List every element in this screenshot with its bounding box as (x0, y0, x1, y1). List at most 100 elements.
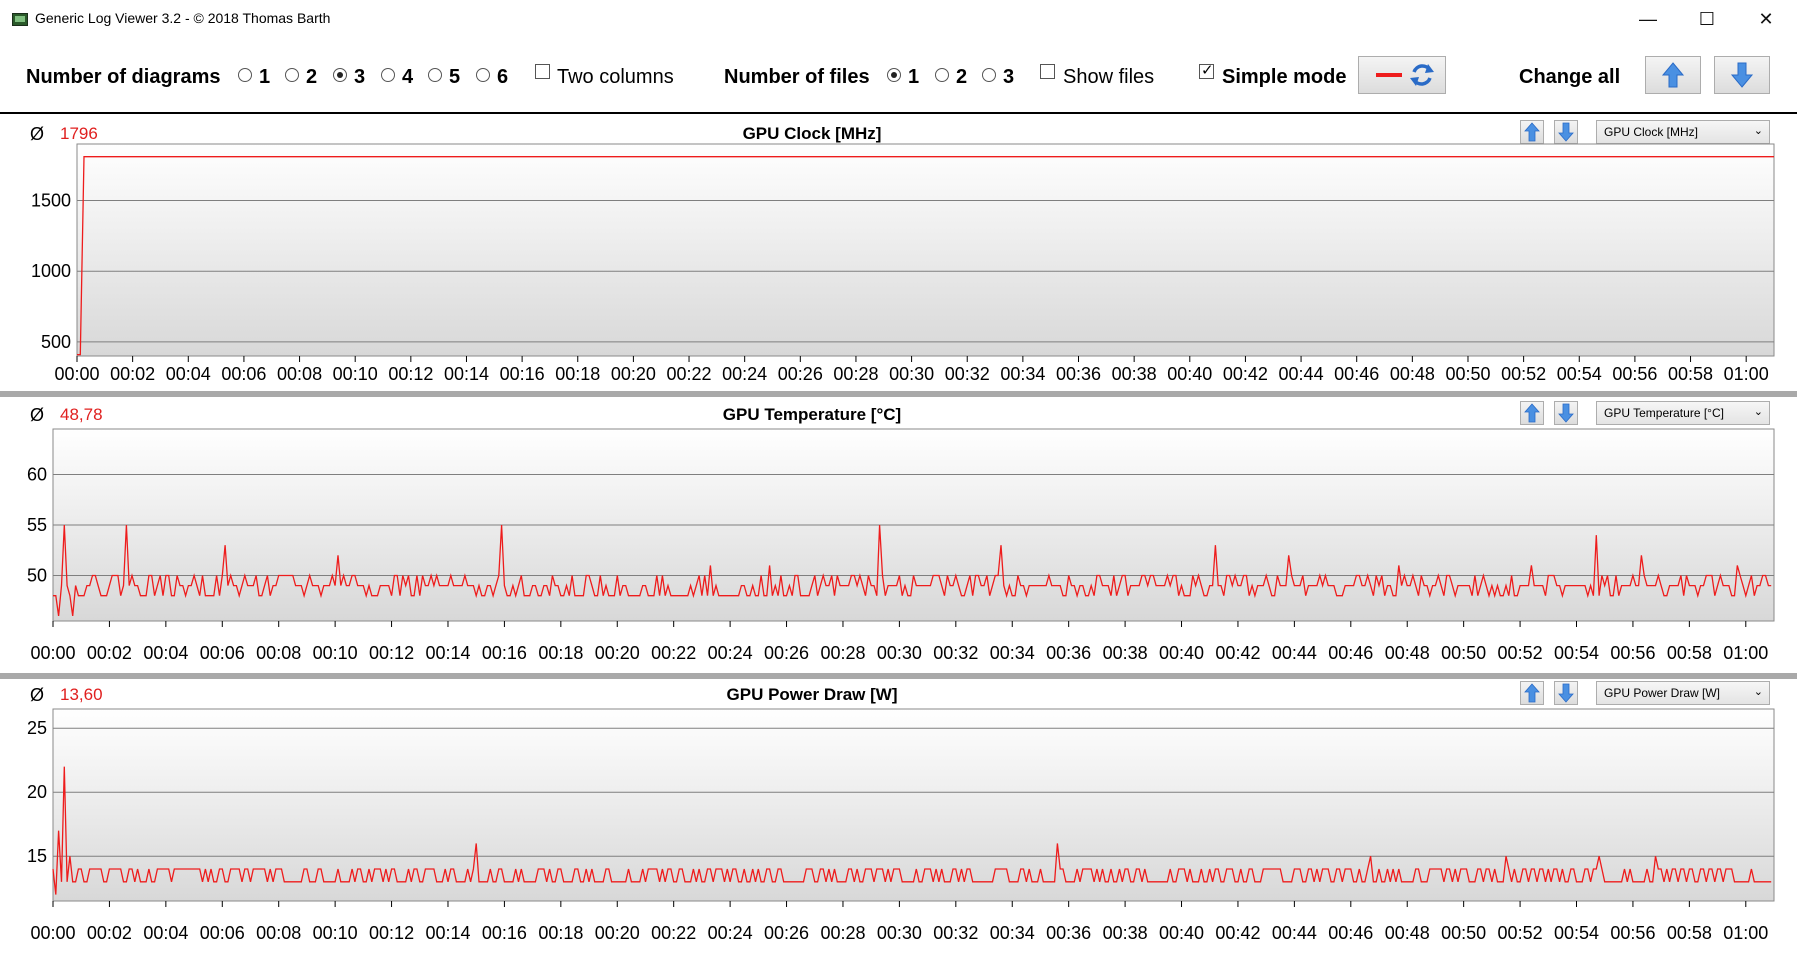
change-all-label: Change all (1519, 66, 1621, 88)
diagrams-radio-4[interactable] (381, 68, 395, 82)
diagrams-radio-4-label: 4 (402, 66, 414, 88)
two-columns-checkbox[interactable] (535, 64, 550, 79)
x-tick-label: 00:12 (388, 364, 433, 384)
panel-move-down-button[interactable] (1554, 120, 1578, 144)
x-tick-label: 00:32 (945, 364, 990, 384)
arrow-down-icon (1558, 122, 1574, 142)
x-tick-label: 00:00 (30, 643, 75, 663)
diagrams-radio-5[interactable] (428, 68, 442, 82)
gpu-temperature-chart: 50 55 60 00:00 00:02 00:04 00:06 00:08 00:10 00:1… (27, 428, 1775, 663)
x-tick-label: 00:56 (1610, 923, 1655, 943)
panel-move-down-button[interactable] (1554, 401, 1578, 425)
x-tick-label: 00:02 (87, 923, 132, 943)
toolbar-separator (0, 112, 1797, 114)
diagram-panel: Ø 1796 GPU Clock [MHz] GPU Clock [MHz] ⌄… (0, 114, 1797, 391)
metric-dropdown[interactable]: GPU Power Draw [W] ⌄ (1596, 681, 1770, 705)
y-tick-label: 60 (27, 464, 47, 484)
series-line (52, 766, 1772, 895)
y-tick-label: 1500 (31, 191, 71, 211)
x-tick-label: 00:16 (500, 364, 545, 384)
line-style-refresh-button[interactable] (1358, 56, 1446, 94)
arrow-up-icon (1661, 62, 1685, 88)
arrow-up-icon (1524, 683, 1540, 703)
x-tick-label: 00:34 (1000, 364, 1045, 384)
x-tick-label: 00:02 (110, 364, 155, 384)
panel-title: GPU Temperature [°C] (722, 405, 902, 424)
x-tick-label: 00:28 (820, 923, 865, 943)
x-tick-label: 00:24 (722, 364, 767, 384)
x-tick-label: 00:30 (877, 643, 922, 663)
diagrams-radio-6-label: 6 (497, 66, 509, 88)
y-tick-label: 25 (27, 718, 47, 738)
x-tick-label: 00:24 (708, 923, 753, 943)
files-radio-3[interactable] (982, 68, 996, 82)
panel-move-down-button[interactable] (1554, 681, 1578, 705)
metric-dropdown-value: GPU Clock [MHz] (1604, 125, 1699, 139)
x-tick-label: 00:24 (708, 643, 753, 663)
x-tick-label: 00:16 (482, 643, 527, 663)
diagrams-label: Number of diagrams (26, 66, 221, 88)
arrow-down-icon (1558, 683, 1574, 703)
x-tick-label: 00:26 (778, 364, 823, 384)
close-button[interactable]: ✕ (1758, 8, 1774, 29)
plot-area (76, 143, 1775, 357)
average-value: 1796 (60, 124, 98, 143)
diagrams-radio-5-label: 5 (449, 66, 461, 88)
move-all-up-button[interactable] (1645, 56, 1701, 94)
x-tick-label: 00:18 (538, 923, 583, 943)
chevron-down-icon: ⌄ (1753, 405, 1763, 418)
chevron-down-icon: ⌄ (1753, 685, 1763, 698)
diagrams-radio-1-label: 1 (259, 66, 271, 88)
x-tick-label: 00:54 (1554, 643, 1599, 663)
x-tick-label: 00:04 (143, 643, 188, 663)
x-tick-label: 00:20 (611, 364, 656, 384)
x-tick-label: 00:22 (667, 364, 712, 384)
x-tick-label: 00:10 (313, 923, 358, 943)
diagrams-radio-6[interactable] (476, 68, 490, 82)
x-tick-label: 00:42 (1215, 643, 1260, 663)
diagrams-radio-2[interactable] (285, 68, 299, 82)
x-tick-label: 00:12 (369, 643, 414, 663)
x-tick-label: 00:22 (651, 643, 696, 663)
show-files-checkbox[interactable] (1040, 64, 1055, 79)
panel-move-up-button[interactable] (1520, 401, 1544, 425)
chevron-down-icon: ⌄ (1753, 124, 1763, 137)
x-tick-label: 00:50 (1445, 364, 1490, 384)
x-tick-label: 00:32 (933, 923, 978, 943)
arrow-up-icon (1524, 122, 1540, 142)
x-tick-label: 00:36 (1046, 643, 1091, 663)
diagrams-radio-1[interactable] (238, 68, 252, 82)
x-tick-label: 00:20 (595, 923, 640, 943)
show-files-label: Show files (1063, 66, 1155, 88)
panel-move-up-button[interactable] (1520, 120, 1544, 144)
x-tick-label: 00:46 (1328, 643, 1373, 663)
x-tick-label: 00:30 (889, 364, 934, 384)
y-tick-label: 15 (27, 846, 47, 866)
metric-dropdown-value: GPU Temperature [°C] (1604, 406, 1724, 420)
move-all-down-button[interactable] (1714, 56, 1770, 94)
metric-dropdown[interactable]: GPU Temperature [°C] ⌄ (1596, 401, 1770, 425)
x-tick-label: 00:30 (877, 923, 922, 943)
maximize-button[interactable]: ☐ (1698, 8, 1716, 29)
gpu-power-chart: 15 20 25 00:00 00:02 00:04 00:06 00:08 00:10 00:1… (27, 708, 1775, 943)
simple-mode-label: Simple mode (1222, 66, 1347, 88)
gpu-clock-chart: 500 1000 1500 00:00 00:02 00:04 00:06 00:08 00:1… (31, 143, 1775, 384)
x-tick-label: 00:58 (1668, 364, 1713, 384)
diagrams-radio-3[interactable] (333, 68, 347, 82)
minimize-button[interactable]: — (1639, 8, 1657, 29)
files-radio-2[interactable] (935, 68, 949, 82)
x-tick-label: 00:06 (221, 364, 266, 384)
files-radio-3-label: 3 (1003, 66, 1015, 88)
x-tick-label: 00:02 (87, 643, 132, 663)
x-tick-label: 00:22 (651, 923, 696, 943)
panel-move-up-button[interactable] (1520, 681, 1544, 705)
diagrams-radio-3-label: 3 (354, 66, 366, 88)
files-radio-1[interactable] (887, 68, 901, 82)
two-columns-label: Two columns (557, 66, 674, 88)
x-tick-label: 00:26 (764, 923, 809, 943)
simple-mode-checkbox[interactable] (1199, 61, 1214, 79)
x-tick-label: 00:06 (200, 923, 245, 943)
x-tick-label: 00:48 (1385, 923, 1430, 943)
x-tick-label: 00:10 (313, 643, 358, 663)
x-tick-label: 00:44 (1272, 923, 1317, 943)
